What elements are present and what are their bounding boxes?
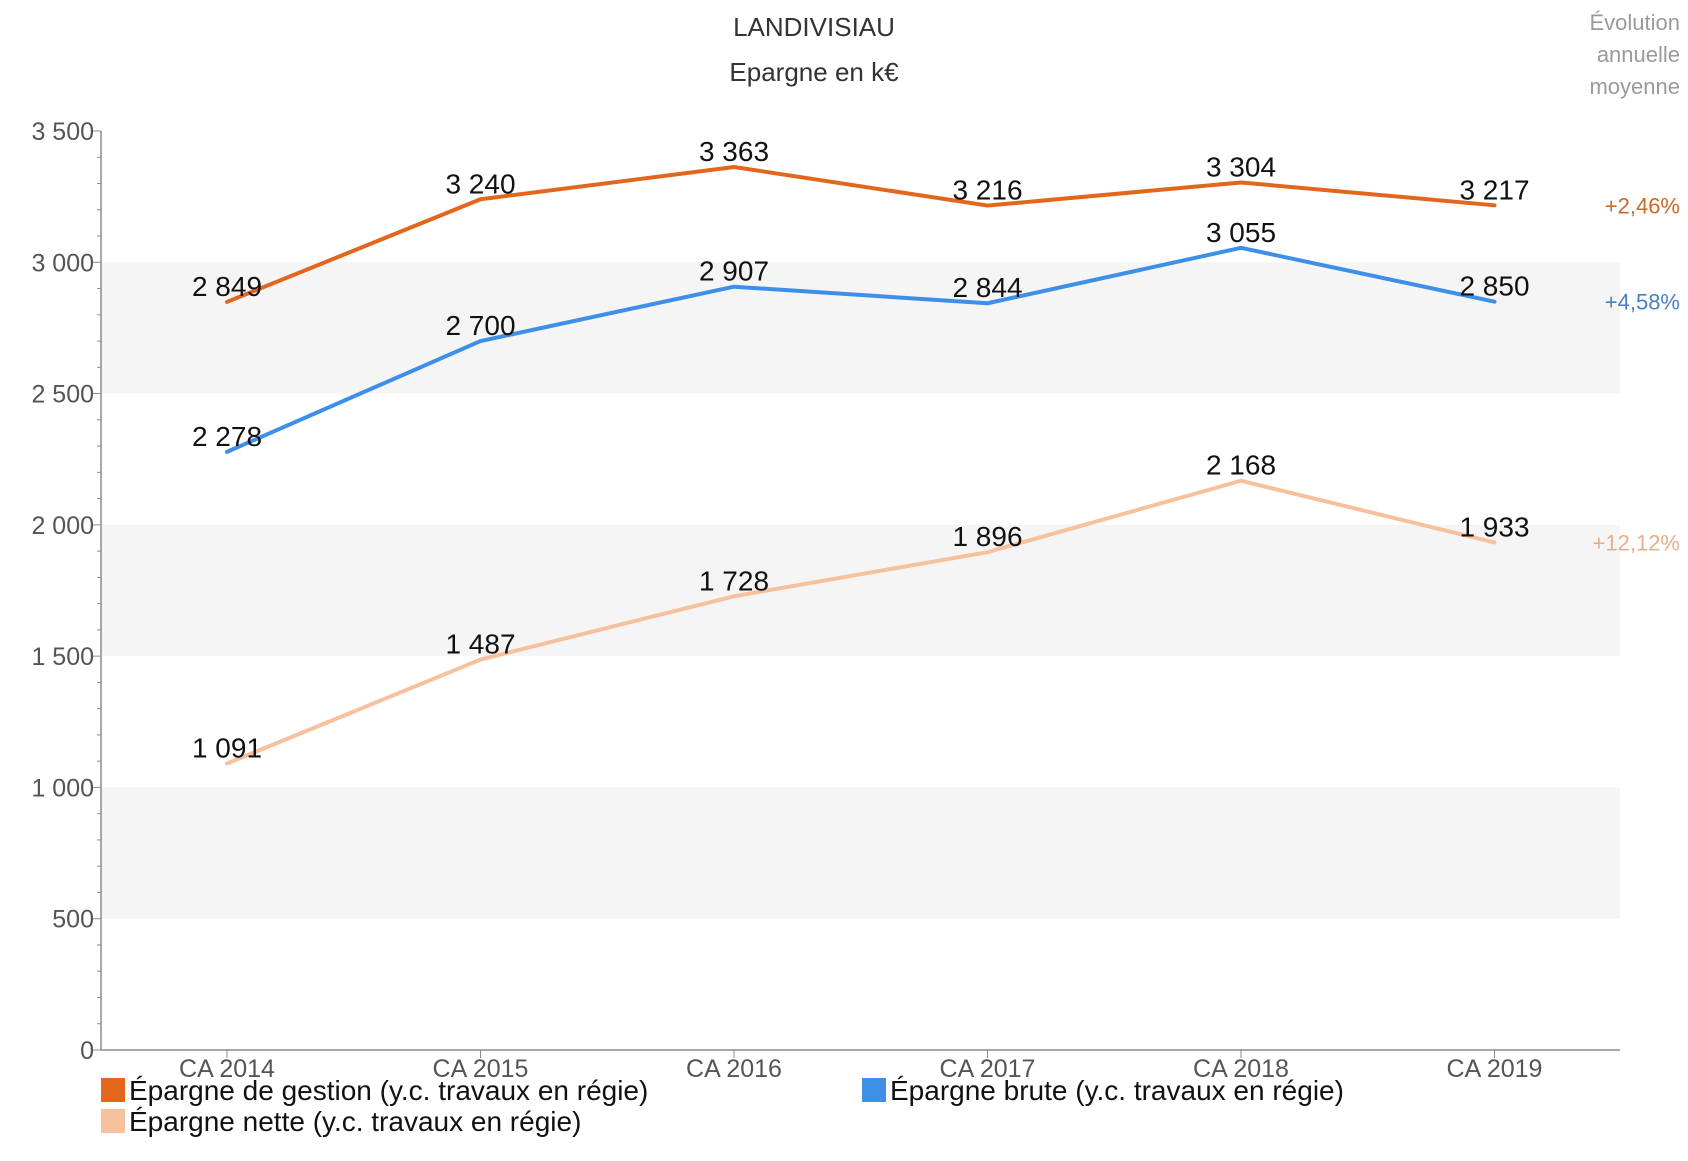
- data-label: 2 849: [192, 271, 262, 302]
- growth-column-title-line-3: moyenne: [1589, 74, 1680, 99]
- grid-bands: [101, 262, 1620, 919]
- data-label: 2 278: [192, 421, 262, 452]
- data-label: 3 216: [952, 175, 1022, 206]
- y-tick-label: 1 500: [31, 643, 94, 671]
- y-tick-label: 0: [80, 1037, 94, 1065]
- x-tick-label: CA 2018: [1193, 1055, 1289, 1083]
- grid-band: [101, 524, 1620, 657]
- data-label: 1 091: [192, 733, 262, 764]
- data-label: 3 055: [1206, 217, 1276, 248]
- growth-rate-label: +2,46%: [1605, 193, 1680, 218]
- data-label: 2 168: [1206, 450, 1276, 481]
- data-label: 1 487: [445, 629, 515, 660]
- data-label: 2 700: [445, 310, 515, 341]
- grid-band: [101, 787, 1620, 919]
- y-tick-label: 2 500: [31, 381, 94, 409]
- x-tick-label: CA 2019: [1447, 1055, 1543, 1083]
- axes: 0 500 1 000 1 500 2 000 2 500 3 000 3 500 CA 201…: [31, 118, 1620, 1083]
- legend-swatch: [101, 1078, 125, 1102]
- y-tick-label: 3 000: [31, 249, 94, 277]
- data-label: 3 240: [445, 168, 515, 199]
- data-label: 2 907: [699, 256, 769, 287]
- series-line-1: [225, 164, 1497, 304]
- series-line-2: [225, 245, 1497, 454]
- growth-rate-label: +4,58%: [1605, 290, 1680, 315]
- data-label: 3 304: [1206, 151, 1276, 182]
- y-tick-label: 1 000: [31, 774, 94, 802]
- data-label: 2 850: [1459, 271, 1529, 302]
- growth-column-title-line-2: annuelle: [1597, 42, 1680, 67]
- series-lines: [225, 164, 1497, 766]
- chart-title: LANDIVISIAU: [733, 12, 895, 42]
- chart-subtitle: Epargne en k€: [729, 57, 899, 87]
- y-tick-label: 3 500: [31, 118, 94, 146]
- y-tick-label: 500: [52, 906, 94, 934]
- data-label: 1 933: [1459, 511, 1529, 542]
- data-label: 3 363: [699, 136, 769, 167]
- x-tick-label: CA 2014: [179, 1055, 275, 1083]
- grid-band: [101, 262, 1620, 394]
- legend: Épargne de gestion (y.c. travaux en régi…: [101, 1075, 1344, 1137]
- legend-swatch: [101, 1109, 125, 1133]
- growth-column-title-line-1: Évolution: [1589, 10, 1680, 35]
- y-tick-label: 2 000: [31, 512, 94, 540]
- x-tick-label: CA 2015: [433, 1055, 529, 1083]
- growth-rate-label: +12,12%: [1593, 530, 1680, 555]
- x-tick-label: CA 2017: [940, 1055, 1036, 1083]
- legend-swatch: [862, 1078, 886, 1102]
- data-labels: 2 849 3 240 3 363 3 216 3 304 3 217 +2,46% 2 27…: [192, 136, 1680, 764]
- series-line-3: [225, 478, 1497, 766]
- titles: LANDIVISIAU Epargne en k€ Évolution annu…: [729, 10, 1680, 99]
- legend-label: Épargne nette (y.c. travaux en régie): [129, 1106, 581, 1137]
- x-tick-label: CA 2016: [686, 1055, 782, 1083]
- data-label: 1 728: [699, 565, 769, 596]
- legend-label: Épargne de gestion (y.c. travaux en régi…: [129, 1075, 648, 1106]
- data-label: 1 896: [952, 521, 1022, 552]
- data-label: 2 844: [952, 272, 1022, 303]
- data-label: 3 217: [1459, 174, 1529, 205]
- legend-label: Épargne brute (y.c. travaux en régie): [890, 1075, 1344, 1106]
